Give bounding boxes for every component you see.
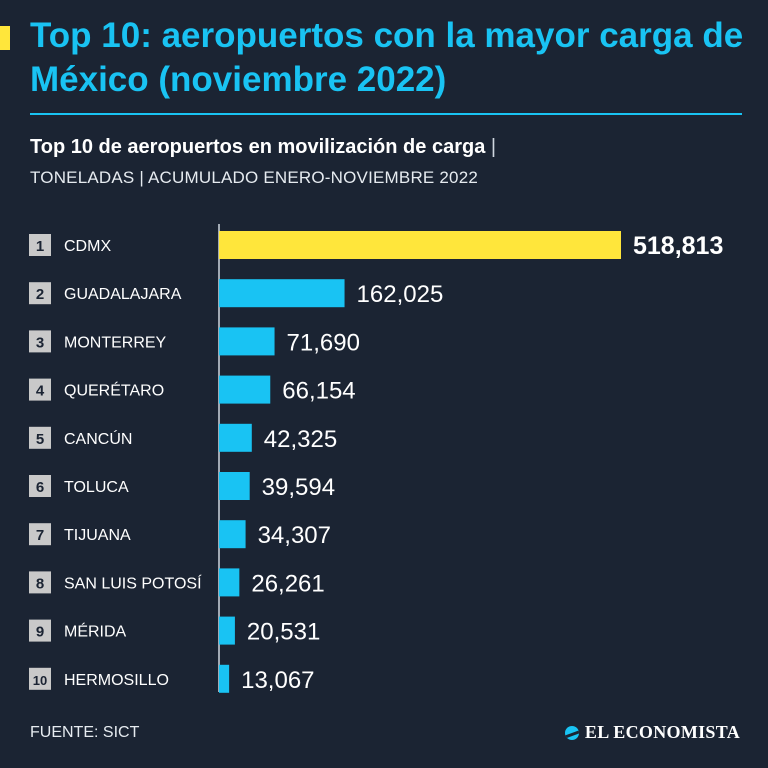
- value-label: 71,690: [287, 329, 360, 356]
- bar: [219, 231, 621, 259]
- bar: [219, 616, 235, 645]
- bar: [219, 568, 240, 597]
- rank-badge: [29, 330, 51, 353]
- bar: [219, 375, 271, 404]
- bar: [219, 327, 275, 356]
- category-label: MONTERREY: [64, 334, 167, 351]
- rank-label: 5: [36, 431, 44, 448]
- value-label: 162,025: [357, 281, 444, 308]
- rank-badge: [29, 378, 51, 401]
- rank-badge: [29, 667, 51, 690]
- category-label: TIJUANA: [64, 527, 131, 544]
- globe-icon: [564, 725, 579, 740]
- bar: [219, 472, 250, 500]
- category-label: QUERÉTARO: [64, 381, 164, 400]
- value-label: 66,154: [282, 378, 355, 405]
- bar: [219, 664, 230, 693]
- rank-label: 8: [36, 575, 44, 592]
- chart-subtitle-text: Top 10 de aeropuertos en movilización de…: [30, 136, 486, 158]
- rank-label: 1: [36, 238, 44, 255]
- rank-badge: [29, 282, 51, 305]
- rank-badge: [29, 426, 51, 449]
- title-marker: [0, 26, 10, 50]
- category-label: CDMX: [64, 238, 111, 255]
- bar: [219, 423, 252, 452]
- rank-label: 2: [36, 286, 44, 303]
- brand-name: EL ECONOMISTA: [584, 722, 740, 742]
- value-label: 13,067: [241, 667, 314, 694]
- source-note: FUENTE: SICT: [30, 724, 140, 741]
- value-label: 34,307: [258, 522, 331, 549]
- chart-units-note: TONELADAS | ACUMULADO ENERO-NOVIEMBRE 20…: [30, 168, 479, 187]
- rank-label: 10: [33, 673, 47, 688]
- rank-badge: [29, 523, 51, 546]
- value-label: 39,594: [262, 474, 335, 501]
- category-label: SAN LUIS POTOSÍ: [64, 573, 202, 592]
- rank-label: 9: [36, 624, 44, 641]
- rank-badge: [29, 571, 51, 594]
- value-label: 42,325: [264, 426, 337, 453]
- bar: [219, 520, 246, 549]
- rank-badge: [29, 234, 51, 256]
- rank-badge: [29, 619, 51, 642]
- bar: [219, 279, 345, 308]
- subtitle-separator: |: [490, 136, 497, 158]
- page-title: Top 10: aeropuertos con la mayor carga d…: [30, 16, 744, 99]
- rank-label: 3: [36, 334, 44, 351]
- category-label: GUADALAJARA: [64, 286, 182, 303]
- rank-label: 7: [36, 527, 44, 544]
- category-label: HERMOSILLO: [64, 672, 169, 689]
- category-label: MÉRIDA: [64, 622, 127, 641]
- rank-label: 4: [36, 383, 45, 400]
- value-label: 26,261: [251, 570, 324, 597]
- rank-badge: [29, 475, 51, 497]
- brand-logo: EL ECONOMISTA: [564, 722, 740, 743]
- value-label: 20,531: [247, 619, 320, 646]
- category-label: TOLUCA: [64, 479, 129, 496]
- title-divider: [30, 113, 742, 115]
- value-label: 518,813: [633, 232, 723, 260]
- rank-label: 6: [36, 479, 44, 496]
- chart-subtitle: Top 10 de aeropuertos en movilización de…: [30, 136, 750, 159]
- category-label: CANCÚN: [64, 429, 132, 448]
